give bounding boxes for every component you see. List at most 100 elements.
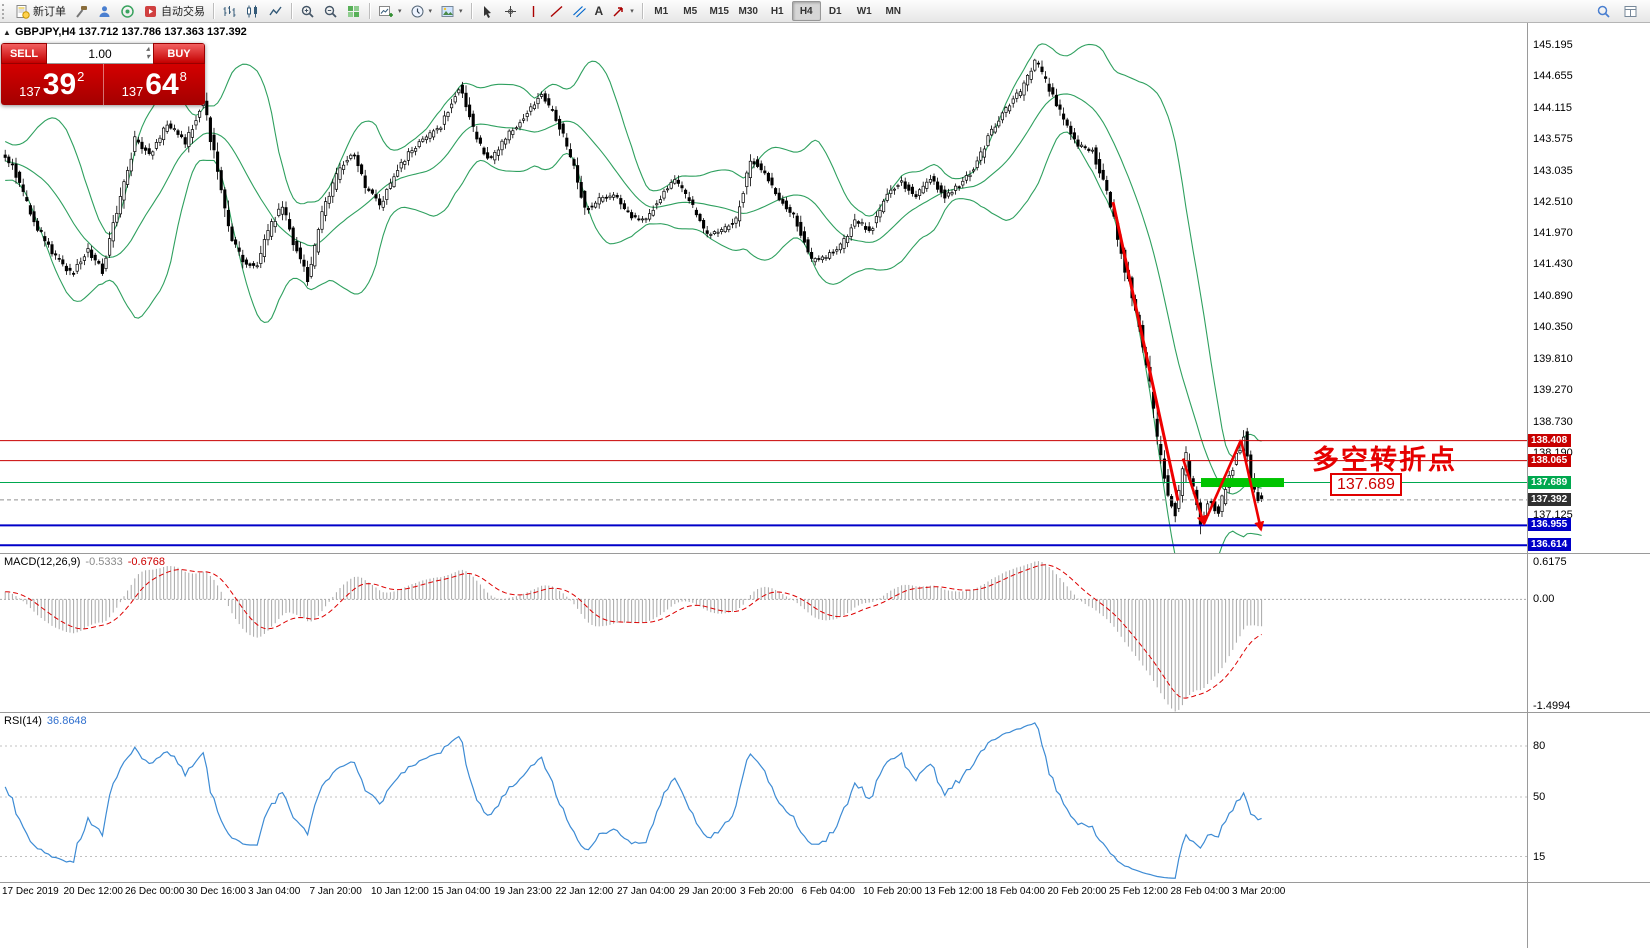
time-axis-label: 27 Jan 04:00 <box>617 886 675 897</box>
strategy-tester-button[interactable] <box>70 0 93 22</box>
trend-annotations-layer[interactable] <box>1111 201 1265 532</box>
price-axis-tag: 137.689 <box>1528 475 1572 489</box>
candles-layer <box>3 58 1264 535</box>
rsi-axis-label: 50 <box>1533 791 1546 803</box>
new-chart-button[interactable]: ▾ <box>374 0 406 22</box>
turning-point-annotation[interactable]: 多空转折点 <box>1312 445 1457 475</box>
green-level-bar[interactable] <box>1201 478 1284 488</box>
volume-input[interactable]: 1.00 ▴ ▾ <box>47 43 153 64</box>
price-axis-label: 141.970 <box>1533 227 1573 239</box>
macd-panel-canvas[interactable] <box>0 553 1527 712</box>
time-axis-label: 26 Dec 00:00 <box>125 886 185 897</box>
clock-icon <box>410 4 425 19</box>
time-axis-label: 20 Feb 20:00 <box>1047 886 1107 897</box>
autotrading-button[interactable]: 自动交易 <box>139 0 209 22</box>
toolbar-grip[interactable] <box>2 3 7 19</box>
shapes-tool-button[interactable]: ▾ <box>607 0 638 22</box>
search-button[interactable] <box>1592 0 1615 22</box>
trendline-icon <box>549 4 564 19</box>
rsi-panel-separator[interactable] <box>0 712 1650 713</box>
new-order-label: 新订单 <box>33 6 66 18</box>
horizontal-levels-layer[interactable] <box>0 440 1527 547</box>
timeframe-button[interactable]: D1 <box>828 5 842 17</box>
one-click-prices-row: 137 39 2 137 64 8 <box>1 64 205 105</box>
data-window-button[interactable] <box>1619 0 1642 22</box>
zoom-in-button[interactable] <box>296 0 319 22</box>
zoom-in-icon <box>300 4 315 19</box>
timeframe-button[interactable]: M1 <box>654 5 669 17</box>
trend-arrow[interactable] <box>1181 458 1207 526</box>
line-chart-icon <box>268 4 283 19</box>
one-click-collapse-toggle[interactable]: ▲ <box>3 28 11 37</box>
crosshair-tool-button[interactable] <box>499 0 522 22</box>
time-axis-label: 10 Feb 20:00 <box>863 886 922 897</box>
time-axis-label: 3 Mar 20:00 <box>1232 886 1286 897</box>
trend-arrow[interactable] <box>1202 439 1243 525</box>
buy-button[interactable]: BUY <box>153 43 205 64</box>
chevron-down-icon: ▾ <box>459 8 463 15</box>
macd-signal-value: -0.6768 <box>127 556 166 568</box>
rsi-panel-canvas[interactable] <box>0 712 1527 882</box>
period-button[interactable]: ▾ <box>406 0 437 22</box>
price-callout[interactable]: 137.689 <box>1330 473 1402 496</box>
timeframe-button[interactable]: MN <box>885 5 902 17</box>
price-divider <box>102 64 104 105</box>
market-button[interactable] <box>116 0 139 22</box>
sell-price[interactable]: 137 39 2 <box>1 64 103 105</box>
time-axis-label: 18 Feb 04:00 <box>986 886 1045 897</box>
toolbar-separator <box>641 3 643 19</box>
volume-stepper[interactable]: ▴ ▾ <box>146 45 150 61</box>
trendline-tool-button[interactable] <box>545 0 568 22</box>
price-axis-label: 143.035 <box>1533 164 1573 177</box>
buy-price-prefix: 137 <box>121 84 144 99</box>
timeframe-button[interactable]: M5 <box>683 5 698 17</box>
profiles-button[interactable] <box>93 0 116 22</box>
tile-windows-button[interactable] <box>342 0 365 22</box>
profile-icon <box>97 4 112 19</box>
time-axis-label: 19 Jan 23:00 <box>494 886 552 897</box>
price-axis-label: 141.430 <box>1533 258 1573 271</box>
candlestick-mode-button[interactable] <box>241 0 264 22</box>
price-axis[interactable]: 145.195 144.655 144.115 143.575 143.035 142.5… <box>1528 22 1650 948</box>
cursor-tool-button[interactable] <box>476 0 499 22</box>
text-tool-button[interactable]: A <box>591 0 608 22</box>
timeframe-button[interactable]: W1 <box>856 5 872 17</box>
channel-tool-button[interactable] <box>568 0 591 22</box>
templates-button[interactable]: ▾ <box>436 0 467 22</box>
timeframe-button[interactable]: H1 <box>770 5 784 17</box>
sell-price-pips: 39 <box>42 67 77 101</box>
buy-price[interactable]: 137 64 8 <box>104 64 206 105</box>
hammer-icon <box>74 4 89 19</box>
price-chart-canvas[interactable] <box>0 22 1527 553</box>
macd-axis-label: -1.4994 <box>1533 700 1571 712</box>
stepper-up-icon[interactable]: ▴ <box>145 44 150 53</box>
new-order-button[interactable]: 新订单 <box>11 0 70 22</box>
chevron-down-icon: ▾ <box>398 8 402 15</box>
zoom-out-button[interactable] <box>319 0 342 22</box>
chart-ohlc-header: GBPJPY,H4 137.712 137.786 137.363 137.39… <box>15 26 247 38</box>
vertical-line-tool-button[interactable] <box>522 0 545 22</box>
arrow-shapes-icon <box>611 4 626 19</box>
price-axis-label: 140.350 <box>1533 321 1573 334</box>
line-chart-mode-button[interactable] <box>264 0 287 22</box>
sell-price-point: 2 <box>77 69 85 84</box>
price-axis-tag: 138.065 <box>1528 453 1572 467</box>
time-axis-label: 29 Jan 20:00 <box>678 886 737 897</box>
trend-arrow[interactable] <box>1239 439 1265 532</box>
buy-price-point: 8 <box>179 69 187 84</box>
autotrading-label: 自动交易 <box>161 6 205 18</box>
trend-arrow[interactable] <box>1111 201 1180 501</box>
macd-main-value: -0.5333 <box>85 556 123 568</box>
timeframe-button[interactable]: M15 <box>709 5 729 17</box>
time-axis[interactable]: 17 Dec 2019 20 Dec 12:00 26 Dec 00:00 30 De… <box>0 882 1527 908</box>
timeframe-button[interactable]: H4 <box>791 1 821 21</box>
chevron-down-icon: ▾ <box>630 8 634 15</box>
autotrading-icon <box>143 4 158 19</box>
stepper-down-icon[interactable]: ▾ <box>145 52 150 61</box>
macd-panel-separator[interactable] <box>0 553 1650 554</box>
timeframe-button[interactable]: M30 <box>738 5 758 17</box>
bar-chart-mode-button[interactable] <box>218 0 241 22</box>
sell-button[interactable]: SELL <box>1 43 47 64</box>
rsi-label: RSI(14) 36.8648 <box>4 715 87 727</box>
price-axis-label: 139.270 <box>1533 384 1573 397</box>
